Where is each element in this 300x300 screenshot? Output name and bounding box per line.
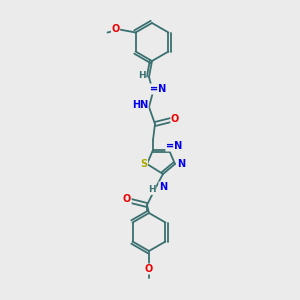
Text: O: O: [171, 114, 179, 124]
Text: O: O: [123, 194, 131, 204]
Text: S: S: [140, 159, 148, 169]
Text: H: H: [138, 71, 146, 80]
Text: N: N: [159, 182, 167, 192]
Text: =N: =N: [150, 84, 166, 94]
Text: =N: =N: [166, 141, 182, 151]
Text: O: O: [145, 264, 153, 274]
Text: N: N: [177, 159, 185, 169]
Text: H: H: [148, 185, 156, 194]
Text: HN: HN: [132, 100, 148, 110]
Text: O: O: [111, 25, 120, 34]
